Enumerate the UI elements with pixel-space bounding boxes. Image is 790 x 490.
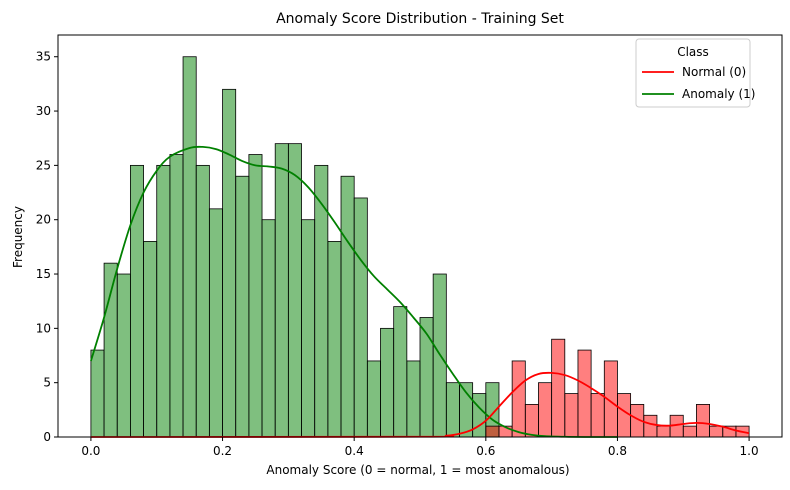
legend-entry-normal: Normal (0) <box>682 65 746 79</box>
bar-anomaly <box>261 219 276 438</box>
legend-entry-anomaly: Anomaly (1) <box>682 87 755 101</box>
bar-anomaly <box>340 175 355 438</box>
x-tick-label: 0.6 <box>476 444 495 458</box>
y-tick-label: 0 <box>43 430 51 444</box>
y-tick-label: 20 <box>36 213 51 227</box>
x-tick-label: 0.8 <box>608 444 627 458</box>
bar-anomaly <box>287 143 302 438</box>
bar-anomaly <box>116 273 131 438</box>
bar-anomaly <box>353 197 368 438</box>
bar-anomaly <box>248 154 263 438</box>
bar-anomaly <box>156 164 171 438</box>
bar-anomaly <box>366 360 381 438</box>
bar-anomaly <box>143 241 158 438</box>
bar-normal <box>485 425 500 438</box>
kde-layer <box>90 145 750 438</box>
bar-anomaly <box>314 164 329 438</box>
bar-anomaly <box>222 88 237 438</box>
bar-normal <box>682 425 697 438</box>
bar-anomaly <box>274 143 289 438</box>
y-tick-label: 30 <box>36 104 51 118</box>
bar-normal <box>524 404 539 438</box>
y-tick-label: 25 <box>36 158 51 172</box>
x-tick-label: 1.0 <box>740 444 759 458</box>
bar-anomaly <box>406 360 421 438</box>
y-tick-label: 15 <box>36 267 51 281</box>
x-tick-label: 0.4 <box>345 444 364 458</box>
bar-anomaly <box>327 241 342 438</box>
legend: Class Normal (0) Anomaly (1) <box>635 38 755 108</box>
bar-normal <box>709 425 724 438</box>
bar-normal <box>696 404 710 438</box>
bar-anomaly <box>445 382 460 438</box>
chart-title: Anomaly Score Distribution - Training Se… <box>276 11 564 27</box>
axes-layer: 0.0 0.2 0.4 0.6 0.8 1.0 0 5 10 15 20 25 30 35 <box>36 34 783 458</box>
bar-anomaly <box>393 306 408 438</box>
bar-anomaly <box>103 262 118 438</box>
bar-normal <box>617 393 632 438</box>
bars-layer <box>90 56 750 438</box>
bar-anomaly <box>301 219 316 438</box>
bar-normal <box>551 338 566 438</box>
bar-anomaly <box>380 327 395 438</box>
y-tick-label: 10 <box>36 321 51 335</box>
bar-normal <box>577 349 592 438</box>
x-tick-label: 0.0 <box>81 444 100 458</box>
bar-normal <box>538 382 553 438</box>
y-tick-label: 35 <box>36 50 51 64</box>
kde-line-anomaly <box>90 145 618 438</box>
bar-normal <box>590 393 605 438</box>
legend-frame <box>635 38 751 108</box>
plot-frame <box>57 34 783 438</box>
y-tick-label: 5 <box>43 376 51 390</box>
bar-anomaly <box>235 175 250 438</box>
bar-anomaly <box>208 208 223 438</box>
bar-normal <box>511 360 526 438</box>
bar-normal <box>564 393 579 438</box>
x-axis-label: Anomaly Score (0 = normal, 1 = most anom… <box>266 463 569 477</box>
kde-line-normal <box>90 371 750 438</box>
x-tick-label: 0.2 <box>213 444 232 458</box>
bar-anomaly <box>459 382 474 438</box>
bar-anomaly <box>182 56 197 438</box>
bar-anomaly <box>195 164 210 438</box>
bar-normal <box>656 425 671 438</box>
legend-title: Class <box>677 45 709 59</box>
bar-anomaly <box>169 154 184 438</box>
bar-anomaly <box>419 317 434 438</box>
bar-normal <box>643 414 658 438</box>
bar-anomaly <box>472 393 487 438</box>
bar-anomaly <box>90 349 105 438</box>
y-axis-label: Frequency <box>11 206 25 268</box>
